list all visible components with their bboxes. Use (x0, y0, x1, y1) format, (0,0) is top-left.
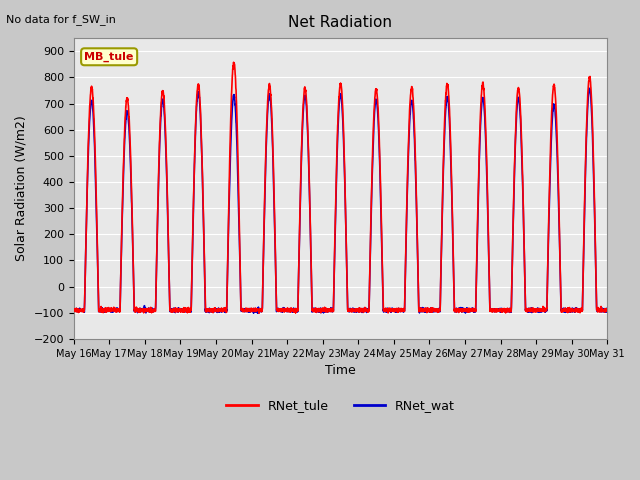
Y-axis label: Solar Radiation (W/m2): Solar Radiation (W/m2) (15, 116, 28, 262)
Legend: RNet_tule, RNet_wat: RNet_tule, RNet_wat (221, 394, 460, 417)
Title: Net Radiation: Net Radiation (289, 15, 392, 30)
X-axis label: Time: Time (325, 364, 356, 377)
Text: No data for f_SW_in: No data for f_SW_in (6, 14, 116, 25)
Text: MB_tule: MB_tule (84, 52, 134, 62)
